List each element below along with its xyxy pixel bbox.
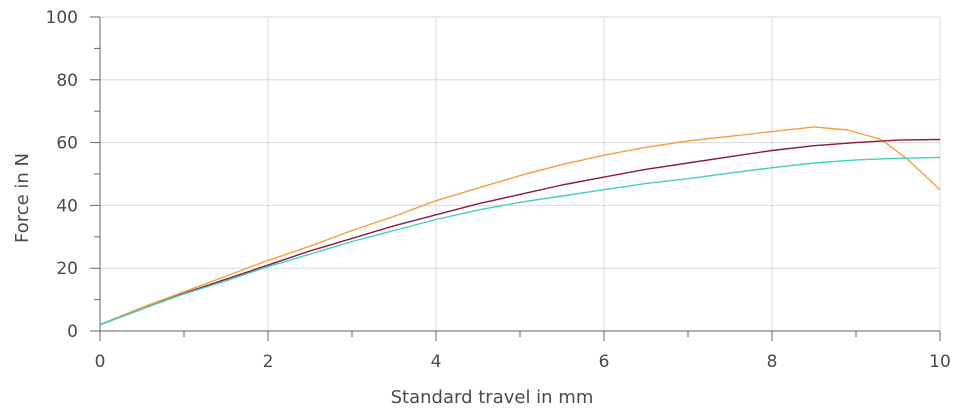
series-line-2 <box>99 138 941 326</box>
series-line-1 <box>99 126 941 326</box>
y-tick-label: 0 <box>67 322 78 342</box>
y-axis-title: Force in N <box>12 153 33 243</box>
x-tick-label: 10 <box>929 352 951 372</box>
grid <box>100 16 941 331</box>
x-tick-label: 0 <box>95 352 106 372</box>
y-tick-label: 20 <box>56 259 78 279</box>
axes <box>90 16 941 341</box>
x-tick-label: 2 <box>263 352 274 372</box>
y-tick-label: 80 <box>56 71 78 91</box>
x-axis-title: Standard travel in mm <box>391 387 594 408</box>
x-tick-label: 4 <box>431 352 442 372</box>
series-lines <box>99 126 941 326</box>
y-tick-label: 40 <box>56 196 78 216</box>
y-tick-label: 100 <box>46 8 78 28</box>
x-tick-label: 6 <box>599 352 610 372</box>
series-line-3 <box>99 156 941 326</box>
x-tick-label: 8 <box>767 352 778 372</box>
y-tick-label: 60 <box>56 134 78 154</box>
